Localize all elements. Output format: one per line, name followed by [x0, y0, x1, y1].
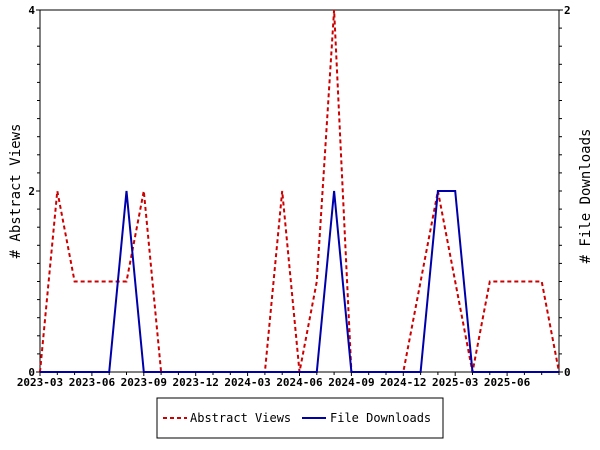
x-tick-label: 2024-09 [328, 376, 374, 389]
legend-label-file-downloads: File Downloads [330, 411, 431, 425]
plot-border [39, 9, 560, 373]
x-tick-label: 2023-06 [69, 376, 116, 389]
x-tick-label: 2023-12 [173, 376, 219, 389]
y-left-tick-label: 2 [28, 185, 35, 198]
x-tick-label: 2024-12 [380, 376, 426, 389]
labels-layer: 2023-03 2023-06 2023-09 2023-12 2024-03 2024-… [17, 4, 571, 389]
series-layer [39, 9, 560, 373]
x-tick-label: 2024-03 [224, 376, 270, 389]
x-tick-label: 2025-06 [484, 376, 531, 389]
y-left-tick-label: 0 [28, 366, 35, 379]
series-line-file-downloads [40, 190, 559, 373]
y-left-axis-title: # Abstract Views [8, 124, 24, 259]
x-tick-label: 2023-03 [17, 376, 63, 389]
plot-area [39, 9, 560, 373]
legend-box [156, 397, 444, 439]
x-tick-label: 2023-09 [121, 376, 167, 389]
legend-label-abstract-views: Abstract Views [190, 411, 291, 425]
ticks-layer [36, 9, 563, 376]
y-right-tick-label: 2 [564, 4, 571, 17]
y-left-tick-label: 4 [28, 4, 35, 17]
x-tick-label: 2024-06 [276, 376, 323, 389]
x-tick-label: 2025-03 [432, 376, 478, 389]
series-line-abstract-views [39, 9, 560, 373]
legend: Abstract Views File Downloads [156, 397, 444, 439]
y-right-axis-title: # File Downloads [578, 129, 594, 264]
y-right-tick-label: 0 [564, 366, 571, 379]
